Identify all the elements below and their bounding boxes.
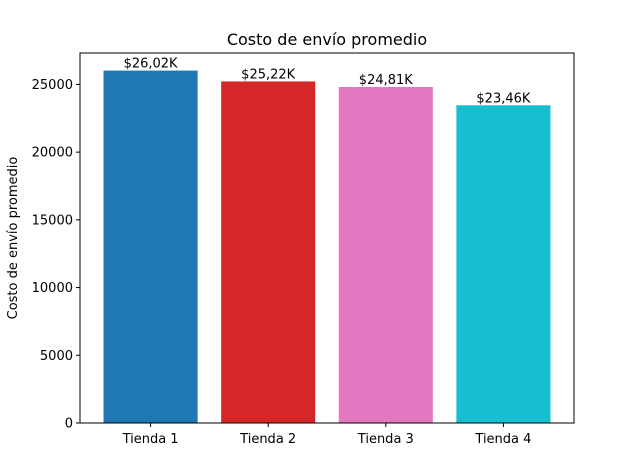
y-tick-label: 25000 (32, 78, 73, 93)
chart-title: Costo de envío promedio (227, 30, 427, 49)
y-tick-label: 15000 (32, 213, 73, 228)
y-axis-label: Costo de envío promedio (6, 157, 21, 320)
bar-1 (103, 70, 198, 424)
bar-4 (456, 105, 551, 423)
y-tick-label: 0 (65, 417, 73, 432)
plot-area: 0 5000 10000 15000 20000 25000 $26,02K Tienda 1… (32, 57, 551, 447)
data-label: $23,46K (476, 91, 530, 106)
bar-3 (338, 86, 433, 423)
x-tick-label: Tienda 2 (239, 432, 296, 447)
data-label: $25,22K (241, 67, 295, 82)
plot-frame (79, 52, 575, 424)
x-tick-label: Tienda 3 (357, 432, 414, 447)
bar-2 (221, 81, 316, 423)
x-tick-label: Tienda 4 (474, 432, 531, 447)
y-tick-label: 5000 (40, 349, 73, 364)
y-tick-label: 10000 (32, 281, 73, 296)
x-tick-label: Tienda 1 (122, 432, 179, 447)
data-label: $24,81K (359, 73, 413, 88)
data-label: $26,02K (124, 57, 178, 72)
y-tick-label: 20000 (32, 146, 73, 161)
